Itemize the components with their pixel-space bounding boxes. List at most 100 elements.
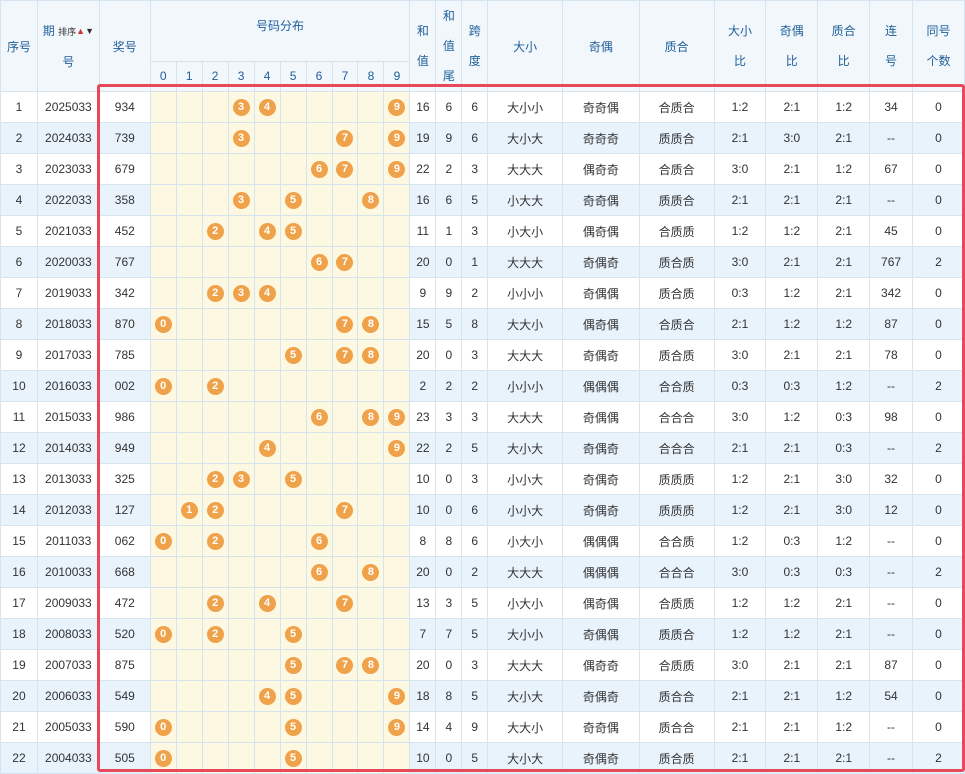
cell-index: 6 [0, 246, 38, 278]
cell-digit-1 [175, 277, 203, 309]
number-ball: 2 [206, 625, 224, 643]
cell-digit-9: 9 [383, 91, 411, 123]
sort-arrows-icon: ▲▼ [76, 25, 94, 36]
cell-span: 3 [461, 401, 489, 433]
cell-span: 5 [461, 587, 489, 619]
cell-bigsmall: 小大小 [487, 525, 563, 557]
cell-digit-7: 7 [331, 339, 359, 371]
header-oe-ratio-l1: 奇偶 [779, 24, 804, 38]
cell-digit-5 [279, 122, 307, 154]
number-ball: 9 [388, 98, 406, 116]
cell-digit-4 [253, 339, 281, 371]
cell-consecutive: 342 [869, 277, 913, 309]
cell-digit-5 [279, 277, 307, 309]
number-ball: 9 [388, 408, 406, 426]
cell-digit-8: 8 [357, 339, 385, 371]
cell-digit-2: 2 [201, 463, 229, 495]
cell-digit-7 [331, 618, 359, 650]
table-row: 6 2020033 767 6 7 20 0 1 大大大 奇偶奇 质合质 3:0 2:1 2:1 767 2 [0, 246, 965, 278]
cell-digit-4: 4 [253, 680, 281, 712]
header-same-count: 同号 个数 [912, 0, 965, 92]
cell-oe-ratio: 1:2 [765, 618, 819, 650]
cell-same-count: 0 [912, 277, 965, 309]
cell-digit-3 [227, 556, 255, 588]
cell-index: 8 [0, 308, 38, 340]
cell-digit-5: 5 [279, 463, 307, 495]
cell-digit-2 [201, 649, 229, 681]
cell-index: 3 [0, 153, 38, 185]
number-ball: 7 [336, 594, 354, 612]
number-ball: 1 [180, 501, 198, 519]
cell-digit-9 [383, 587, 411, 619]
cell-sum: 22 [409, 432, 437, 464]
table-row: 8 2018033 870 0 7 8 15 5 8 大大小 偶奇偶 合质合 2:1 1:2 1:2 87 0 [0, 308, 965, 340]
cell-digit-3 [227, 587, 255, 619]
cell-digit-6 [305, 711, 333, 743]
cell-bigsmall: 小大小 [487, 587, 563, 619]
cell-period: 2011033 [36, 525, 100, 557]
cell-digit-6 [305, 618, 333, 650]
number-ball: 2 [206, 470, 224, 488]
cell-digit-0 [149, 215, 177, 247]
cell-consecutive: 78 [869, 339, 913, 371]
cell-primecomp: 合质合 [638, 153, 715, 185]
cell-sum: 16 [409, 184, 437, 216]
cell-prize: 002 [98, 370, 151, 402]
cell-digit-4 [253, 184, 281, 216]
cell-sum: 10 [409, 494, 437, 526]
cell-bigsmall: 大大大 [487, 649, 563, 681]
number-ball: 5 [284, 470, 302, 488]
header-digit-3: 3 [227, 60, 255, 93]
cell-digit-9 [383, 246, 411, 278]
cell-prize: 986 [98, 401, 151, 433]
cell-primecomp: 合合合 [638, 432, 715, 464]
header-index: 序号 [0, 0, 38, 92]
cell-digit-6 [305, 184, 333, 216]
cell-digit-7: 7 [331, 587, 359, 619]
cell-bs-ratio: 3:0 [713, 649, 767, 681]
cell-digit-6 [305, 370, 333, 402]
number-ball: 7 [336, 315, 354, 333]
cell-digit-8 [357, 122, 385, 154]
sort-toggle[interactable]: 排序▲▼ [58, 24, 94, 38]
number-ball: 5 [284, 656, 302, 674]
cell-primecomp: 合合质 [638, 525, 715, 557]
cell-sum: 19 [409, 122, 437, 154]
header-digit-1: 1 [175, 60, 203, 93]
cell-digit-1 [175, 711, 203, 743]
table-row: 5 2021033 452 2 4 5 11 1 3 小大小 偶奇偶 合质质 1:2 1:2 2:1 45 0 [0, 215, 965, 247]
cell-prize: 520 [98, 618, 151, 650]
cell-oe-ratio: 1:2 [765, 587, 819, 619]
cell-digit-0 [149, 587, 177, 619]
cell-prize: 505 [98, 742, 151, 774]
cell-digit-9 [383, 525, 411, 557]
cell-digit-4 [253, 525, 281, 557]
header-oe-ratio: 奇偶 比 [765, 0, 819, 92]
cell-digit-2: 2 [201, 215, 229, 247]
cell-digit-0 [149, 680, 177, 712]
cell-digit-4 [253, 246, 281, 278]
cell-oddeven: 偶奇偶 [562, 215, 640, 247]
number-ball: 0 [154, 625, 172, 643]
cell-same-count: 0 [912, 618, 965, 650]
cell-prize: 875 [98, 649, 151, 681]
cell-prize: 934 [98, 91, 151, 123]
cell-span: 5 [461, 618, 489, 650]
cell-digit-4: 4 [253, 91, 281, 123]
number-ball: 6 [310, 408, 328, 426]
cell-digit-8: 8 [357, 308, 385, 340]
cell-digit-8 [357, 494, 385, 526]
number-ball: 7 [336, 129, 354, 147]
cell-span: 3 [461, 153, 489, 185]
cell-primecomp: 质合质 [638, 246, 715, 278]
header-bigsmall: 大小 [487, 0, 563, 92]
cell-digit-5: 5 [279, 215, 307, 247]
cell-digit-8 [357, 587, 385, 619]
cell-digit-2 [201, 91, 229, 123]
cell-bigsmall: 小小大 [487, 463, 563, 495]
cell-index: 17 [0, 587, 38, 619]
cell-index: 21 [0, 711, 38, 743]
cell-digit-2: 2 [201, 370, 229, 402]
cell-oe-ratio: 0:3 [765, 556, 819, 588]
cell-digit-3: 3 [227, 91, 255, 123]
